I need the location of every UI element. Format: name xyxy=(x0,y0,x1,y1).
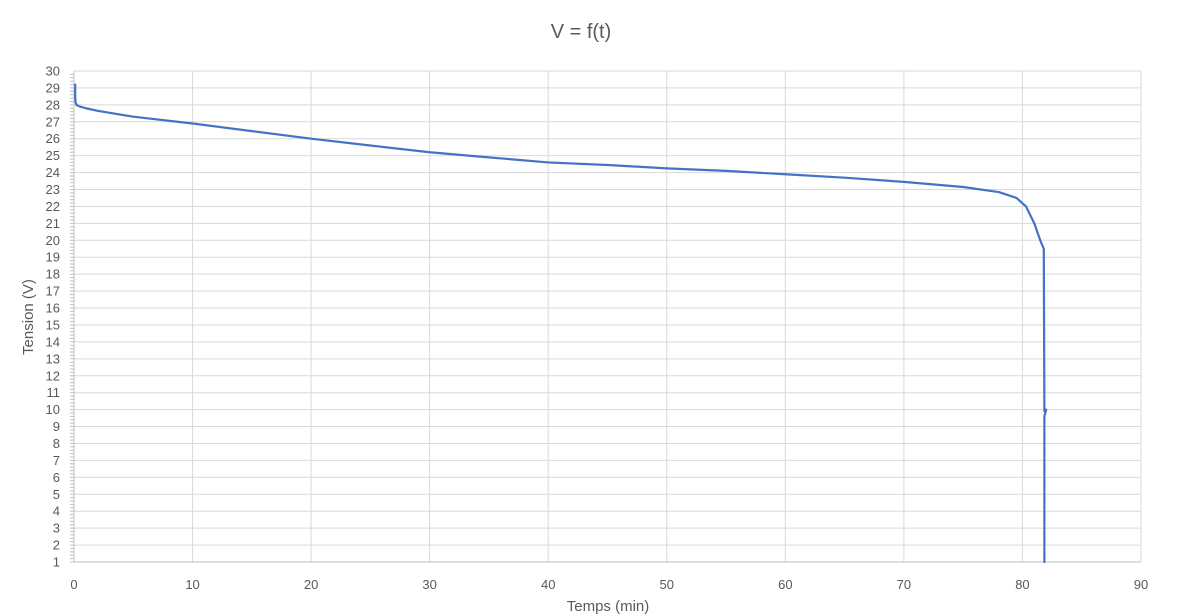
y-tick-label: 8 xyxy=(53,436,60,451)
x-tick-label: 90 xyxy=(1134,577,1148,592)
y-tick-label: 13 xyxy=(46,351,60,366)
y-axis-title: Tension (V) xyxy=(20,279,37,355)
chart-title: V = f(t) xyxy=(551,21,612,43)
y-tick-label: 3 xyxy=(53,521,60,536)
y-tick-label: 24 xyxy=(46,165,60,180)
y-tick-label: 30 xyxy=(46,64,60,79)
y-tick-label: 25 xyxy=(46,148,60,163)
y-tick-label: 26 xyxy=(46,131,60,146)
y-axis-tick-labels: 1234567891011121314151617181920212223242… xyxy=(46,64,60,570)
y-tick-label: 6 xyxy=(53,470,60,485)
y-tick-label: 7 xyxy=(53,453,60,468)
y-tick-label: 5 xyxy=(53,487,60,502)
y-tick-label: 10 xyxy=(46,402,60,417)
y-tick-label: 11 xyxy=(47,385,61,400)
y-tick-label: 19 xyxy=(46,250,60,265)
y-tick-label: 4 xyxy=(53,504,60,519)
y-tick-label: 14 xyxy=(46,334,60,349)
x-tick-label: 60 xyxy=(778,577,792,592)
y-tick-label: 9 xyxy=(53,419,60,434)
y-tick-label: 12 xyxy=(46,368,60,383)
y-tick-label: 1 xyxy=(53,555,60,570)
x-tick-label: 80 xyxy=(1015,577,1029,592)
y-tick-label: 16 xyxy=(46,301,60,316)
x-tick-label: 10 xyxy=(185,577,199,592)
series-layer xyxy=(74,83,1048,564)
y-tick-label: 2 xyxy=(53,538,60,553)
y-tick-label: 17 xyxy=(46,284,60,299)
y-tick-label: 22 xyxy=(46,199,60,214)
x-tick-label: 70 xyxy=(897,577,911,592)
y-tick-label: 27 xyxy=(46,114,60,129)
x-tick-label: 20 xyxy=(304,577,318,592)
x-tick-label: 40 xyxy=(541,577,555,592)
series-line xyxy=(74,83,1048,564)
y-tick-label: 15 xyxy=(46,317,60,332)
y-tick-label: 21 xyxy=(46,216,60,231)
y-tick-label: 20 xyxy=(46,233,60,248)
y-tick-label: 18 xyxy=(46,267,60,282)
y-tick-label: 29 xyxy=(46,80,60,95)
y-tick-label: 28 xyxy=(46,97,60,112)
axes xyxy=(70,71,1141,563)
x-axis-tick-labels: 0 10 20 30 40 50 60 70 80 90 xyxy=(70,577,1148,592)
x-axis-title: Temps (min) xyxy=(567,598,650,615)
x-tick-label: 30 xyxy=(422,577,436,592)
x-tick-label: 0 xyxy=(70,577,77,592)
x-tick-label: 50 xyxy=(660,577,674,592)
grid-lines xyxy=(73,70,1142,563)
y-tick-label: 23 xyxy=(46,182,60,197)
